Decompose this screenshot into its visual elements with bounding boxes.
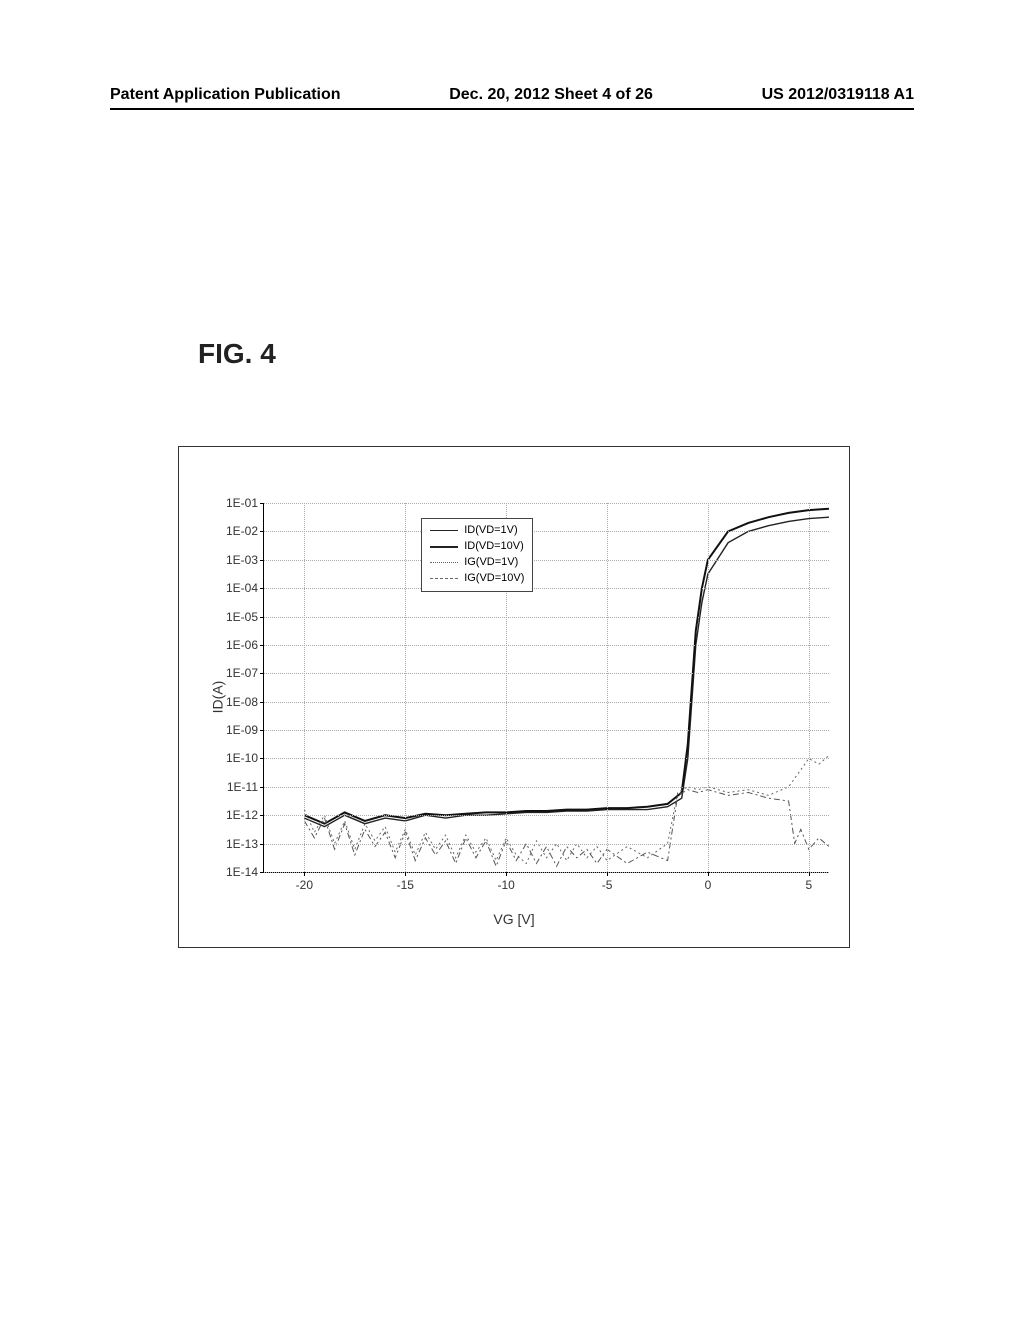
- xtick-label: 0: [705, 872, 712, 892]
- xtick-label: -5: [602, 872, 613, 892]
- chart-container: ID(A) VG [V] 1E-011E-021E-031E-041E-051E…: [178, 446, 850, 948]
- page: Patent Application Publication Dec. 20, …: [0, 0, 1024, 1320]
- ytick-label: 1E-05: [226, 610, 264, 624]
- gridline-v: [405, 503, 406, 872]
- gridline-h: [264, 503, 829, 504]
- ytick-label: 1E-09: [226, 723, 264, 737]
- ytick-label: 1E-04: [226, 581, 264, 595]
- legend-item: ID(VD=1V): [430, 523, 524, 539]
- ytick-label: 1E-02: [226, 524, 264, 538]
- page-header: Patent Application Publication Dec. 20, …: [110, 86, 914, 104]
- gridline-h: [264, 531, 829, 532]
- ytick-label: 1E-07: [226, 666, 264, 680]
- plot-area: 1E-011E-021E-031E-041E-051E-061E-071E-08…: [263, 503, 829, 873]
- series-IG_VD10: [304, 790, 829, 867]
- ytick-label: 1E-08: [226, 695, 264, 709]
- ytick-label: 1E-06: [226, 638, 264, 652]
- y-axis-label: ID(A): [209, 681, 225, 714]
- gridline-v: [708, 503, 709, 872]
- ytick-label: 1E-11: [227, 780, 264, 794]
- legend-swatch: [430, 562, 458, 563]
- ytick-label: 1E-13: [226, 837, 264, 851]
- gridline-h: [264, 588, 829, 589]
- series-ID_VD10: [304, 509, 829, 824]
- legend-item: ID(VD=10V): [430, 539, 524, 555]
- gridline-v: [607, 503, 608, 872]
- gridline-v: [304, 503, 305, 872]
- xtick-label: 5: [805, 872, 812, 892]
- xtick-label: -15: [397, 872, 414, 892]
- ytick-label: 1E-10: [226, 751, 264, 765]
- legend-item: IG(VD=10V): [430, 571, 524, 587]
- legend-item: IG(VD=1V): [430, 555, 524, 571]
- gridline-h: [264, 617, 829, 618]
- ytick-label: 1E-01: [226, 496, 264, 510]
- x-axis-label: VG [V]: [493, 911, 534, 927]
- gridline-v: [809, 503, 810, 872]
- legend-swatch: [430, 546, 458, 548]
- gridline-h: [264, 560, 829, 561]
- figure-label: FIG. 4: [198, 338, 276, 370]
- header-rule: [110, 108, 914, 110]
- gridline-h: [264, 645, 829, 646]
- xtick-label: -20: [296, 872, 313, 892]
- chart-svg: [264, 503, 829, 872]
- gridline-h: [264, 787, 829, 788]
- ytick-label: 1E-14: [226, 865, 264, 879]
- header-right: US 2012/0319118 A1: [762, 86, 914, 104]
- legend-swatch: [430, 530, 458, 531]
- gridline-h: [264, 673, 829, 674]
- legend-label: ID(VD=10V): [464, 539, 524, 555]
- gridline-h: [264, 872, 829, 873]
- legend-label: IG(VD=10V): [464, 571, 524, 587]
- header-left: Patent Application Publication: [110, 86, 341, 104]
- legend: ID(VD=1V)ID(VD=10V)IG(VD=1V)IG(VD=10V): [421, 518, 533, 592]
- ytick-label: 1E-03: [226, 553, 264, 567]
- header-center: Dec. 20, 2012 Sheet 4 of 26: [449, 86, 653, 104]
- xtick-label: -10: [497, 872, 514, 892]
- gridline-h: [264, 730, 829, 731]
- legend-label: ID(VD=1V): [464, 523, 518, 539]
- legend-swatch: [430, 578, 458, 579]
- series-ID_VD1: [304, 517, 829, 826]
- gridline-h: [264, 844, 829, 845]
- gridline-h: [264, 815, 829, 816]
- gridline-h: [264, 758, 829, 759]
- ytick-label: 1E-12: [226, 808, 264, 822]
- gridline-h: [264, 702, 829, 703]
- legend-label: IG(VD=1V): [464, 555, 518, 571]
